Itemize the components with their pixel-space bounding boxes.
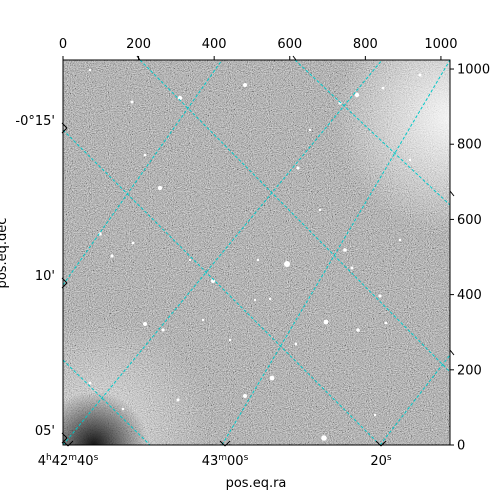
grid-exit-tick (292, 55, 297, 61)
star (318, 208, 322, 212)
star (243, 394, 247, 398)
ra-tick (219, 440, 226, 447)
grid-exit-tick (449, 190, 455, 197)
sky-image (63, 60, 450, 445)
right-tick-label: 800 (457, 138, 482, 153)
ra-axis: 4h42m40s 43m00s 20s (38, 440, 392, 469)
star (253, 298, 257, 302)
dec-tick-label: 05' (35, 424, 55, 439)
star (321, 435, 327, 441)
star (176, 398, 180, 402)
star (308, 128, 312, 132)
ra-tick (67, 440, 74, 447)
star (201, 318, 205, 322)
ra-tick (375, 440, 382, 447)
grid-exit-tick (449, 349, 455, 356)
ra-tick (380, 440, 387, 447)
top-tick-label: 0 (59, 37, 67, 52)
grid-line (139, 60, 450, 373)
grid-line (294, 60, 450, 206)
right-tick-label: 0 (457, 439, 465, 454)
star (384, 321, 388, 325)
dec-tick (61, 122, 68, 129)
ra-tick (224, 440, 231, 447)
top-tick-label: 600 (277, 37, 302, 52)
right-pixel-axis: 0 200 400 600 800 1000 (449, 63, 490, 454)
star (350, 266, 354, 270)
dec-tick-label: 10' (35, 269, 55, 284)
dec-tick (61, 437, 68, 444)
star (269, 375, 275, 381)
top-tick-label: 400 (202, 37, 227, 52)
star (356, 328, 360, 332)
dec-tick (61, 277, 68, 284)
star (398, 238, 402, 242)
top-tick-label: 800 (353, 37, 378, 52)
grid-line (63, 60, 383, 445)
grid-line (63, 359, 151, 445)
star (284, 261, 290, 267)
star (188, 258, 192, 262)
star-field (88, 68, 422, 441)
star (378, 294, 382, 298)
ra-tick-label: 20s (370, 453, 392, 469)
right-tick-label: 600 (457, 213, 482, 228)
star (121, 407, 125, 411)
star (130, 100, 134, 104)
star (381, 86, 385, 90)
star (228, 338, 232, 342)
dec-tick (61, 432, 68, 439)
y-axis-label: pos.eq.dec (0, 218, 10, 289)
dec-tick (61, 282, 68, 289)
ra-tick-label: 43m00s (202, 453, 249, 469)
star (323, 319, 329, 325)
right-tick-label: 1000 (457, 63, 490, 78)
star (143, 322, 147, 326)
grid-exit-tick (136, 55, 141, 61)
grid-line (63, 60, 223, 286)
star (157, 185, 163, 191)
star (177, 95, 183, 101)
star (98, 232, 102, 236)
right-tick-label: 200 (457, 363, 482, 378)
dec-tick-label: -0°15' (15, 114, 55, 129)
top-tick-label: 200 (126, 37, 151, 52)
grid-line (379, 354, 450, 445)
grid-line (221, 60, 450, 445)
star (373, 413, 377, 417)
star (408, 158, 412, 162)
ra-tick-label: 4h42m40s (38, 453, 99, 469)
grid-line (63, 129, 381, 445)
right-tick-label: 400 (457, 288, 482, 303)
star (343, 248, 347, 252)
star (161, 328, 165, 332)
top-pixel-axis: 0 200 400 600 800 1000 (59, 37, 457, 61)
x-axis-label: pos.eq.ra (226, 476, 287, 491)
star (418, 73, 422, 77)
star (131, 241, 135, 245)
plot-frame (62, 59, 451, 446)
star (256, 258, 260, 262)
coordinate-grid (63, 60, 450, 445)
star (143, 153, 147, 157)
star (243, 83, 247, 87)
star (294, 342, 298, 346)
star (88, 68, 92, 72)
dec-axis: -0°15' 10' 05' (15, 114, 68, 444)
top-tick-label: 1000 (424, 37, 457, 52)
star (354, 92, 360, 98)
star (110, 254, 114, 258)
dec-tick (61, 127, 68, 134)
star (296, 166, 300, 170)
star (88, 381, 92, 385)
star (268, 297, 272, 301)
